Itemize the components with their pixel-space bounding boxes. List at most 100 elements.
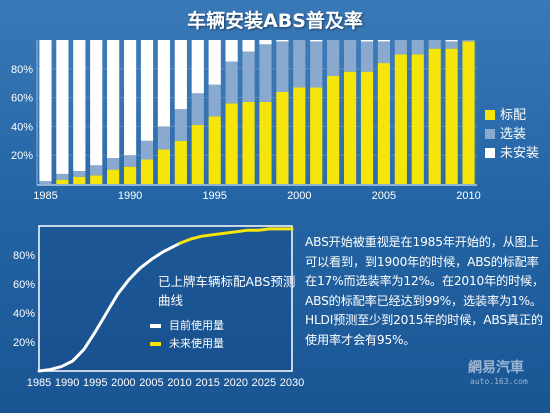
bar-segment [428, 48, 441, 184]
bar-segment [293, 87, 306, 184]
bar-segment [377, 40, 391, 42]
bar-segment [225, 40, 238, 62]
bar-segment [191, 124, 204, 184]
line-x-tick-label: 2000 [111, 377, 135, 389]
watermark-url: auto.163.com [470, 377, 528, 386]
bar-segment [259, 44, 272, 102]
line-x-tick-label: 2010 [167, 377, 191, 389]
bar-segment [56, 173, 69, 180]
line-legend-label: 未来使用量 [169, 337, 224, 350]
bar-x-tick-label: 1985 [33, 190, 57, 202]
line-series [37, 241, 182, 373]
bar-segment [174, 40, 187, 110]
bar-segment [225, 61, 238, 104]
bar-segment [310, 41, 323, 88]
bar-segment [343, 40, 357, 72]
line-x-tick-label: 2020 [224, 377, 248, 389]
line-y-tick-label: 40% [13, 308, 35, 320]
bar-segment [90, 40, 103, 166]
bar-segment [225, 103, 238, 184]
bar-segment [90, 165, 103, 176]
description-text: ABS开始被重视是在1985年开始的，从图上可以看到，到1900年的时候，ABS… [305, 235, 545, 347]
legend-swatch [485, 148, 495, 158]
bar-segment [293, 40, 306, 88]
line-x-tick-label: 1990 [55, 377, 79, 389]
bar-segment [174, 109, 187, 141]
bar-segment [360, 41, 374, 72]
bar-segment [107, 158, 120, 170]
bar-segment [377, 41, 391, 64]
bar-segment [411, 54, 424, 185]
bar-segment [157, 149, 171, 184]
page-title: 车辆安装ABS普及率 [187, 10, 363, 32]
bar-segment [276, 91, 289, 184]
legend-label: 选装 [500, 127, 526, 142]
bar-segment [56, 179, 69, 184]
legend-swatch [485, 110, 495, 120]
bar-segment [208, 116, 221, 184]
bar-x-tick-label: 2005 [372, 190, 396, 202]
bar-segment [327, 76, 340, 184]
bar-segment [310, 40, 323, 42]
bar-segment [394, 40, 407, 55]
bar-segment [428, 40, 441, 49]
bar-segment [39, 40, 52, 182]
bar-segment [174, 140, 187, 184]
bar-segment [73, 40, 86, 172]
bar-segment [276, 41, 289, 92]
line-legend-label: 目前使用量 [169, 318, 224, 332]
bar-segment [123, 155, 137, 167]
line-y-tick-label: 60% [13, 279, 35, 291]
bar-segment [411, 40, 424, 55]
bar-segment [107, 40, 120, 159]
line-y-tick-label: 80% [13, 250, 35, 262]
bar-segment [107, 169, 120, 184]
bar-x-tick-label: 2010 [456, 190, 480, 202]
bar-segment [123, 166, 137, 184]
line-x-tick-label: 2030 [280, 377, 304, 389]
bar-segment [445, 40, 458, 42]
bar-segment [157, 126, 171, 150]
bar-segment [208, 84, 221, 117]
bar-y-tick-label: 80% [11, 64, 33, 76]
bar-segment [276, 40, 289, 42]
bar-segment [208, 40, 221, 85]
line-x-tick-label: 2015 [195, 377, 219, 389]
bar-y-tick-label: 20% [11, 150, 33, 162]
bar-segment [73, 176, 86, 184]
bar-segment [377, 63, 391, 184]
bar-segment [123, 40, 137, 156]
line-y-tick-label: 20% [13, 337, 35, 349]
bar-segment [462, 40, 475, 42]
line-chart: 20% 40% 60% 80% 1985 1990 1995 2000 2005 2010 2015… [13, 225, 304, 389]
line-series [178, 227, 294, 245]
line-x-tick-label: 2025 [252, 377, 276, 389]
bar-y-tick-label: 60% [11, 93, 33, 105]
stacked-bar-chart: 20% 40% 60% 80% 1985 1990 1995 2000 2005 2010 [11, 40, 481, 202]
bar-segment [73, 171, 86, 177]
bar-segment [157, 40, 171, 127]
bar-segment [462, 41, 475, 184]
bar-segment [327, 40, 340, 76]
bar-x-tick-label: 1995 [202, 190, 226, 202]
legend-label: 未安装 [500, 146, 539, 161]
bar-segment [310, 87, 323, 184]
bar-segment [140, 159, 154, 184]
curve-annotation: 已上牌车辆标配ABS预测曲线 [158, 274, 296, 308]
bar-y-tick-label: 40% [11, 121, 33, 133]
bar-segment [259, 101, 272, 184]
bar-segment [191, 93, 204, 125]
bar-segment [445, 41, 458, 49]
bar-segment [360, 71, 374, 184]
bar-segment [242, 40, 255, 52]
bar-segment [343, 71, 357, 184]
line-x-tick-label: 1985 [27, 377, 51, 389]
bar-segment [191, 40, 204, 94]
bar-segment [39, 181, 52, 184]
legend-label: 标配 [500, 108, 526, 123]
bar-segment [445, 48, 458, 184]
legend-swatch [485, 129, 495, 139]
